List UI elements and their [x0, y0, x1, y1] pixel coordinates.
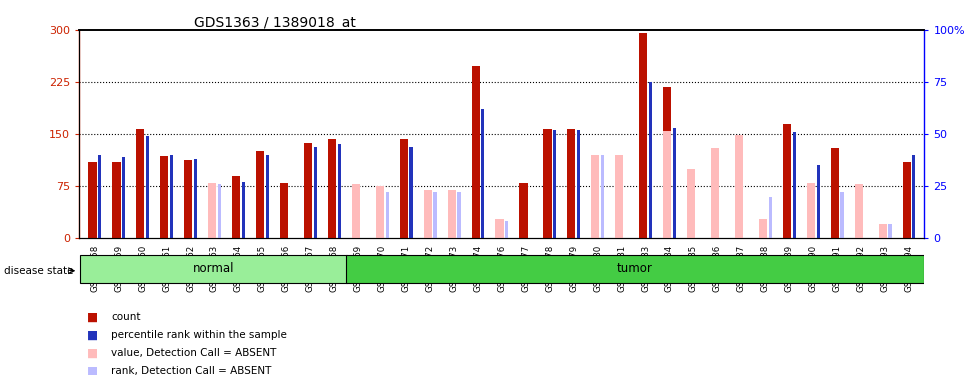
Text: GDS1363 / 1389018_at: GDS1363 / 1389018_at [194, 16, 356, 30]
Bar [759, 219, 767, 238]
Bar [304, 143, 312, 238]
Bar [543, 129, 552, 238]
Bar [496, 219, 503, 238]
Text: value, Detection Call = ABSENT: value, Detection Call = ABSENT [111, 348, 276, 358]
Text: ■: ■ [87, 364, 99, 375]
Bar [327, 139, 336, 238]
Bar [889, 224, 892, 238]
Bar [831, 148, 838, 238]
Bar [434, 192, 437, 238]
Bar [136, 129, 145, 238]
Bar [256, 152, 265, 238]
Text: normal: normal [192, 262, 234, 275]
Bar [769, 196, 772, 238]
Bar [554, 130, 556, 238]
Bar [146, 136, 150, 238]
Bar [782, 124, 791, 238]
Bar [185, 160, 192, 238]
Bar [567, 129, 576, 238]
Text: percentile rank within the sample: percentile rank within the sample [111, 330, 287, 340]
Bar [338, 144, 341, 238]
Text: count: count [111, 312, 141, 322]
Bar [266, 155, 269, 238]
Bar [505, 222, 508, 238]
Bar [376, 186, 384, 238]
Bar [346, 255, 923, 284]
Bar [735, 135, 743, 238]
Text: rank, Detection Call = ABSENT: rank, Detection Call = ABSENT [111, 366, 271, 375]
Text: ■: ■ [87, 346, 99, 359]
Bar [639, 33, 647, 238]
Bar [855, 184, 863, 238]
Bar [170, 155, 173, 238]
Bar [601, 155, 604, 238]
Text: ■: ■ [87, 328, 99, 341]
Bar [840, 192, 843, 238]
Bar [457, 192, 461, 238]
Bar [280, 183, 288, 238]
Bar [424, 190, 432, 238]
Bar [591, 155, 600, 238]
Bar [879, 224, 887, 238]
Bar [471, 66, 480, 238]
Bar [314, 147, 317, 238]
Bar [242, 182, 245, 238]
Bar [807, 183, 815, 238]
Bar [122, 157, 126, 238]
Bar [663, 130, 671, 238]
Bar [649, 82, 652, 238]
Bar [232, 176, 241, 238]
Bar [505, 222, 508, 238]
Bar [80, 255, 347, 284]
Bar [615, 155, 623, 238]
Text: tumor: tumor [617, 262, 653, 275]
Text: ■: ■ [87, 310, 99, 323]
Bar [218, 184, 221, 238]
Bar [711, 148, 719, 238]
Bar [912, 155, 916, 238]
Bar [385, 192, 388, 238]
Bar [89, 162, 97, 238]
Bar [410, 147, 412, 238]
Bar [352, 184, 360, 238]
Bar [816, 165, 820, 238]
Bar [687, 169, 696, 238]
Bar [792, 132, 796, 238]
Bar [520, 183, 527, 238]
Bar [577, 130, 581, 238]
Text: disease state: disease state [4, 266, 73, 276]
Bar [160, 156, 168, 238]
Bar [99, 155, 101, 238]
Bar [112, 162, 121, 238]
Bar [481, 109, 485, 238]
Bar [447, 190, 456, 238]
Bar [902, 162, 911, 238]
Bar [194, 159, 197, 238]
Bar [663, 87, 671, 238]
Bar [208, 183, 216, 238]
Bar [673, 128, 676, 238]
Bar [400, 139, 408, 238]
